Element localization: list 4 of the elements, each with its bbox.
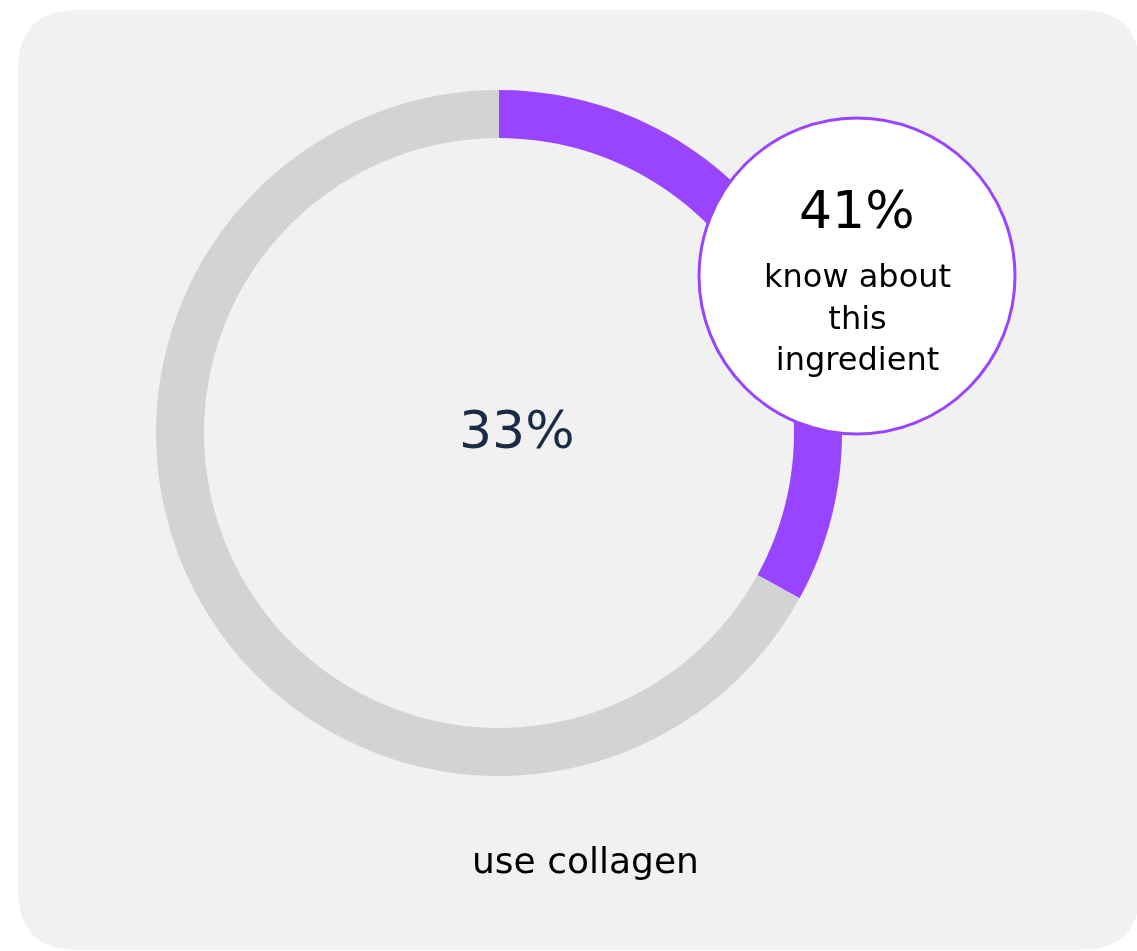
text: 33%: [459, 400, 575, 460]
text: know about this ingredient: [764, 257, 952, 379]
text: 41%: [799, 180, 915, 240]
text: use collagen: [472, 840, 699, 881]
